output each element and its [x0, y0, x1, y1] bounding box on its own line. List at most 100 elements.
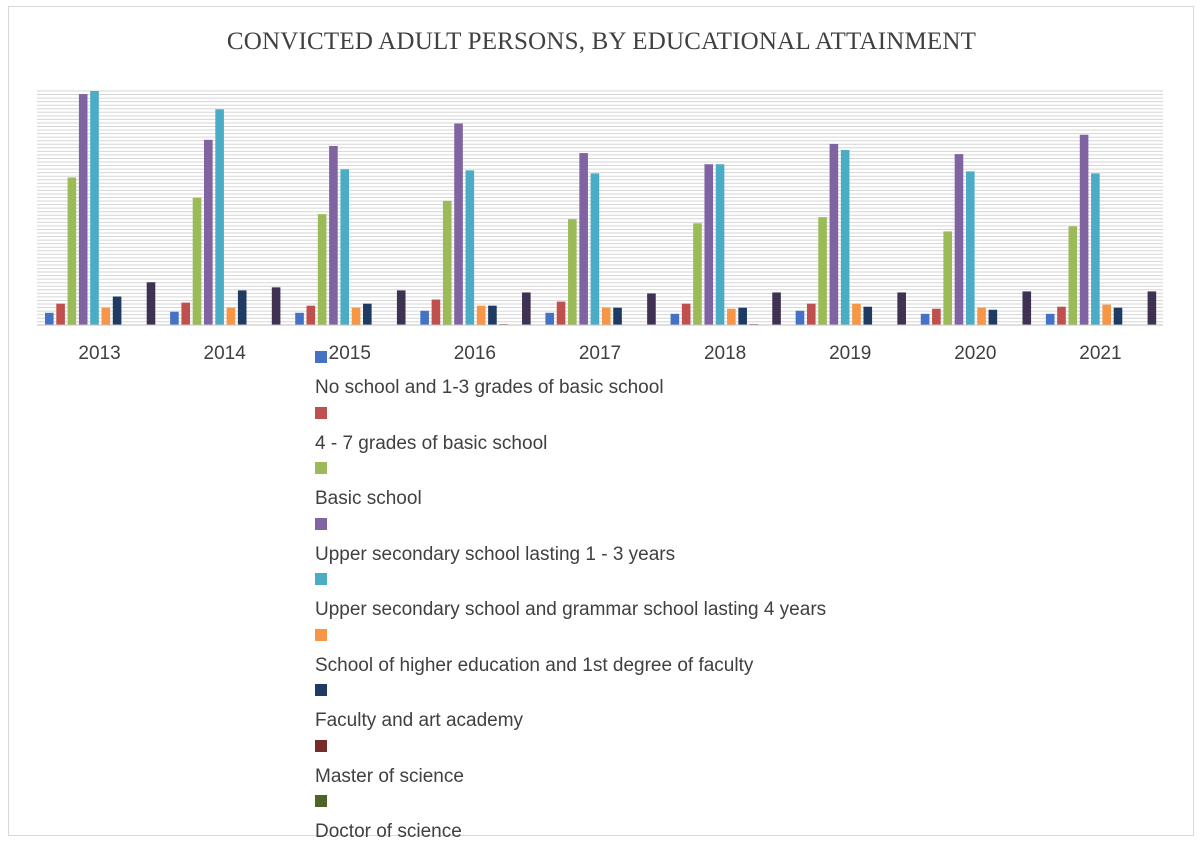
- bar: [738, 308, 747, 325]
- bar: [613, 308, 622, 325]
- legend-label: Faculty and art academy: [315, 710, 523, 732]
- bar: [807, 304, 816, 325]
- legend-item: School of higher education and 1st degre…: [315, 629, 1015, 685]
- bar: [568, 219, 577, 325]
- bar: [772, 292, 781, 325]
- legend-swatch: [315, 684, 327, 696]
- legend-item: Master of science: [315, 740, 1015, 796]
- bar: [227, 308, 236, 325]
- bar: [466, 170, 475, 325]
- bar: [488, 306, 497, 325]
- x-tick-label: 2013: [78, 343, 120, 364]
- bar: [966, 171, 975, 325]
- bar: [443, 201, 452, 325]
- bar: [170, 312, 179, 325]
- legend-label: Master of science: [315, 766, 464, 788]
- bar: [181, 303, 190, 325]
- bar: [863, 307, 872, 325]
- bar: [579, 153, 588, 325]
- bar: [557, 302, 566, 325]
- legend-item: No school and 1-3 grades of basic school: [315, 351, 1015, 407]
- bar: [1022, 291, 1031, 325]
- bar: [420, 311, 429, 325]
- bar: [90, 91, 99, 325]
- legend-label: Upper secondary school and grammar schoo…: [315, 599, 826, 621]
- bar: [193, 198, 202, 325]
- x-tick-label: 2014: [204, 343, 247, 364]
- legend-swatch: [315, 573, 327, 585]
- bar: [56, 304, 65, 325]
- legend-swatch: [315, 407, 327, 419]
- bar: [397, 290, 406, 325]
- bar: [1046, 314, 1055, 325]
- legend-swatch: [315, 629, 327, 641]
- bar: [1114, 308, 1123, 325]
- bar: [932, 309, 941, 325]
- legend: No school and 1-3 grades of basic school…: [315, 351, 1015, 851]
- bar: [1080, 135, 1089, 325]
- bar: [454, 124, 463, 325]
- bar: [318, 214, 327, 325]
- legend-label: Basic school: [315, 488, 422, 510]
- legend-label: Upper secondary school lasting 1 - 3 yea…: [315, 544, 675, 566]
- bar: [545, 313, 554, 325]
- bar: [295, 313, 304, 325]
- legend-label: Doctor of science: [315, 821, 462, 843]
- bar: [352, 308, 361, 325]
- legend-item: Faculty and art academy: [315, 684, 1015, 740]
- bar: [522, 292, 531, 325]
- bar: [147, 282, 156, 325]
- bar: [977, 308, 986, 325]
- legend-label: No school and 1-3 grades of basic school: [315, 377, 664, 399]
- bar: [1057, 307, 1066, 325]
- bar: [113, 297, 122, 325]
- bar: [1102, 305, 1111, 325]
- bar: [238, 290, 247, 325]
- legend-label: 4 - 7 grades of basic school: [315, 433, 547, 455]
- bar: [329, 146, 338, 325]
- legend-swatch: [315, 795, 327, 807]
- legend-label: School of higher education and 1st degre…: [315, 655, 753, 677]
- legend-swatch: [315, 740, 327, 752]
- bar: [921, 314, 930, 325]
- legend-item: Basic school: [315, 462, 1015, 518]
- bar: [955, 154, 964, 325]
- bar: [1148, 291, 1157, 325]
- legend-item: Upper secondary school and grammar schoo…: [315, 573, 1015, 629]
- legend-item: Doctor of science: [315, 795, 1015, 851]
- bar: [79, 94, 88, 325]
- bar: [716, 164, 725, 325]
- bar: [841, 150, 850, 325]
- bar: [602, 308, 611, 325]
- bar: [704, 164, 713, 325]
- bar: [693, 223, 702, 325]
- bar: [215, 109, 224, 325]
- bar: [477, 306, 486, 325]
- legend-swatch: [315, 462, 327, 474]
- bar: [1091, 173, 1100, 325]
- x-tick-label: 2021: [1079, 343, 1121, 364]
- bar: [1068, 226, 1077, 325]
- bar: [943, 231, 952, 325]
- bar: [897, 292, 906, 325]
- bar: [818, 217, 827, 325]
- bar: [796, 311, 805, 325]
- bar: [307, 306, 316, 325]
- bar: [852, 304, 861, 325]
- bar: [989, 310, 998, 325]
- bar: [45, 313, 54, 325]
- bar: [647, 293, 656, 325]
- legend-swatch: [315, 351, 327, 363]
- bar: [432, 300, 441, 325]
- bar: [204, 140, 213, 325]
- legend-item: 4 - 7 grades of basic school: [315, 407, 1015, 463]
- bar: [363, 304, 372, 325]
- legend-swatch: [315, 518, 327, 530]
- bar: [671, 314, 680, 325]
- bar: [102, 308, 111, 325]
- bar: [682, 304, 691, 325]
- bar: [830, 144, 839, 325]
- bar: [591, 173, 600, 325]
- bar: [68, 177, 77, 325]
- bar: [272, 287, 281, 325]
